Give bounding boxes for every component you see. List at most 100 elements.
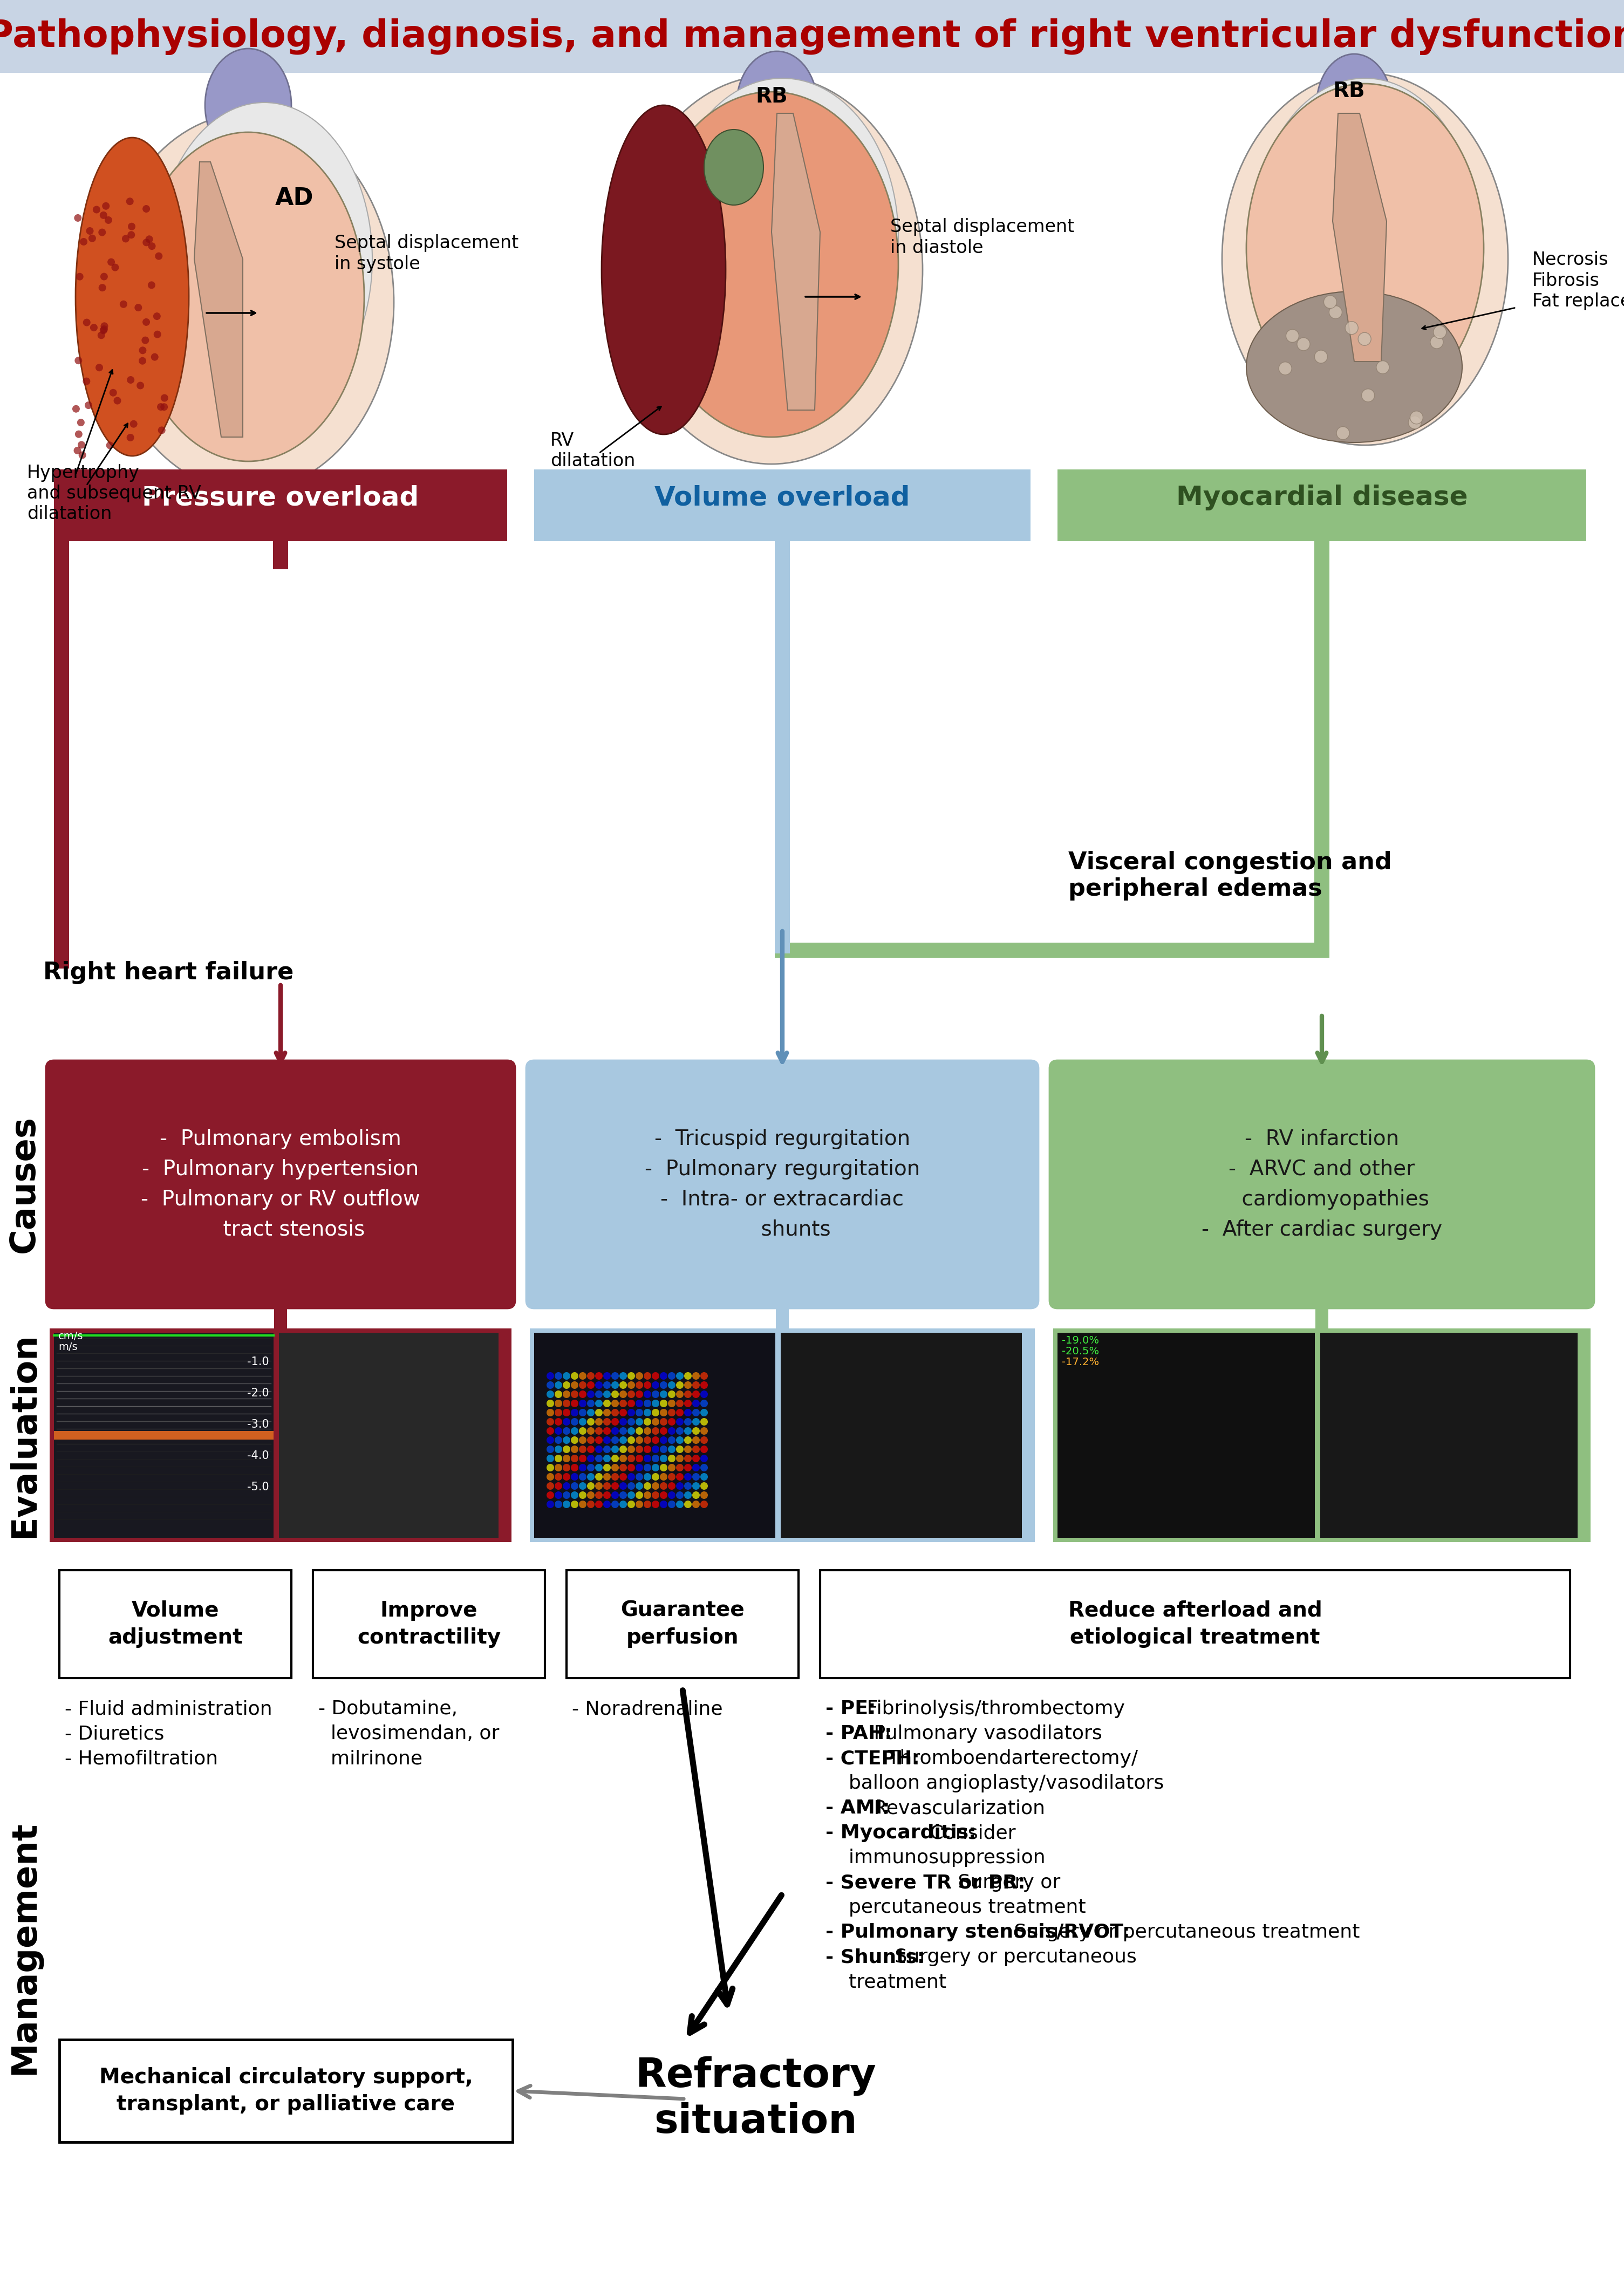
Text: -3.0: -3.0 [247,1419,270,1430]
Circle shape [586,1455,594,1462]
Circle shape [102,203,110,209]
Text: Reduce afterload and
etiological treatment: Reduce afterload and etiological treatme… [1069,1601,1322,1649]
Ellipse shape [102,114,395,492]
Circle shape [676,1391,684,1398]
Circle shape [586,1446,594,1453]
Text: Fibrinolysis/thrombectomy: Fibrinolysis/thrombectomy [861,1699,1125,1719]
Circle shape [676,1400,684,1407]
Circle shape [676,1491,684,1498]
Text: Pressure overload: Pressure overload [143,485,419,510]
Circle shape [676,1455,684,1462]
Circle shape [570,1501,578,1507]
Circle shape [667,1409,676,1416]
FancyBboxPatch shape [45,1061,515,1309]
Circle shape [627,1428,635,1435]
Circle shape [570,1391,578,1398]
Circle shape [1328,305,1341,319]
Circle shape [619,1437,627,1444]
Circle shape [594,1409,603,1416]
Circle shape [564,1455,570,1462]
Circle shape [107,257,115,266]
Circle shape [684,1419,692,1425]
Circle shape [643,1391,651,1398]
Circle shape [120,301,127,307]
Circle shape [1410,412,1423,424]
Circle shape [594,1382,603,1389]
Circle shape [667,1382,676,1389]
Text: Pathophysiology, diagnosis, and management of right ventricular dysfunction: Pathophysiology, diagnosis, and manageme… [0,18,1624,55]
Text: Visceral congestion and
peripheral edemas: Visceral congestion and peripheral edema… [1069,852,1392,902]
Circle shape [555,1428,562,1435]
Circle shape [619,1491,627,1498]
Circle shape [578,1400,586,1407]
Circle shape [101,273,107,280]
Circle shape [611,1419,619,1425]
Circle shape [603,1491,611,1498]
Circle shape [555,1501,562,1507]
Circle shape [684,1409,692,1416]
Circle shape [611,1473,619,1480]
Circle shape [594,1446,603,1453]
Circle shape [700,1482,708,1489]
Circle shape [570,1491,578,1498]
Text: Management: Management [8,1822,41,2074]
Text: - PAH:: - PAH: [825,1724,892,1742]
Circle shape [143,239,149,246]
Circle shape [547,1501,554,1507]
Text: Revascularization: Revascularization [867,1799,1046,1817]
Circle shape [122,235,130,241]
Circle shape [127,435,135,442]
Circle shape [635,1382,643,1389]
Circle shape [627,1373,635,1380]
Text: - Hemofiltration: - Hemofiltration [65,1749,218,1767]
Circle shape [603,1455,611,1462]
Circle shape [586,1391,594,1398]
Circle shape [143,205,149,212]
Circle shape [611,1382,619,1389]
Circle shape [676,1428,684,1435]
Circle shape [555,1400,562,1407]
Circle shape [547,1482,554,1489]
Circle shape [594,1464,603,1471]
Text: - PE:: - PE: [825,1699,875,1719]
Bar [1054,1327,1590,1542]
Circle shape [547,1428,554,1435]
Circle shape [676,1437,684,1444]
Circle shape [586,1382,594,1389]
Circle shape [564,1437,570,1444]
Circle shape [75,357,83,364]
Bar [279,1332,499,1537]
Circle shape [676,1501,684,1507]
Polygon shape [195,162,244,437]
Circle shape [619,1409,627,1416]
Circle shape [667,1491,676,1498]
Circle shape [1361,389,1374,401]
Circle shape [651,1419,659,1425]
Circle shape [659,1482,667,1489]
Circle shape [114,396,122,405]
Circle shape [564,1491,570,1498]
Bar [1057,1332,1315,1537]
Circle shape [547,1446,554,1453]
Circle shape [586,1482,594,1489]
Circle shape [627,1482,635,1489]
Circle shape [635,1482,643,1489]
Circle shape [143,319,149,326]
Ellipse shape [132,132,364,462]
Polygon shape [771,114,820,410]
Bar [60,1571,291,1678]
Text: - Myocarditis:: - Myocarditis: [825,1824,976,1842]
Circle shape [643,1491,651,1498]
Circle shape [603,1501,611,1507]
Circle shape [547,1491,554,1498]
Circle shape [692,1400,700,1407]
Circle shape [611,1464,619,1471]
Circle shape [635,1419,643,1425]
Circle shape [76,419,84,426]
Text: Guarantee
perfusion: Guarantee perfusion [620,1601,744,1649]
Circle shape [635,1409,643,1416]
Circle shape [692,1455,700,1462]
Bar [781,1332,1021,1537]
Circle shape [99,285,106,291]
Circle shape [611,1455,619,1462]
